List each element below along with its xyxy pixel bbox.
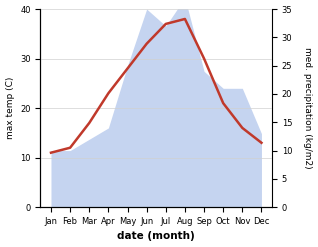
Y-axis label: med. precipitation (kg/m2): med. precipitation (kg/m2) xyxy=(303,47,313,169)
Y-axis label: max temp (C): max temp (C) xyxy=(5,77,15,139)
X-axis label: date (month): date (month) xyxy=(117,231,195,242)
